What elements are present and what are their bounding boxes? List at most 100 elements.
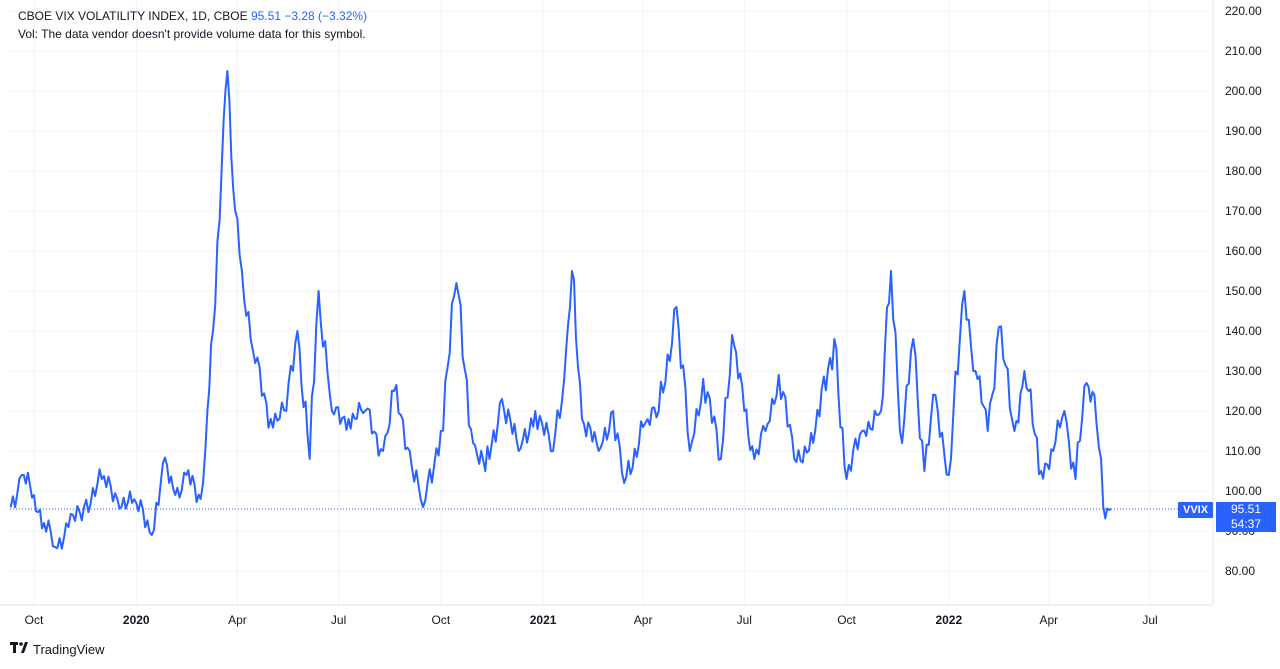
data-point [382, 450, 384, 452]
data-point [923, 470, 925, 472]
data-point [67, 526, 70, 528]
symbol-tag: VVIX [1178, 502, 1214, 518]
last-value: 95.51 [250, 9, 281, 23]
price-series [9, 70, 1213, 550]
data-point [743, 410, 745, 412]
data-point [1040, 470, 1042, 472]
chart-legend: CBOE VIX VOLATILITY INDEX, 1D, CBOE 95.5… [18, 7, 367, 43]
data-point [185, 474, 187, 476]
data-point [675, 306, 678, 308]
data-point [1063, 410, 1066, 412]
brand-watermark[interactable]: TradingView [10, 642, 105, 657]
data-point [731, 334, 733, 336]
bar-countdown-label: 54:37 [1216, 517, 1276, 532]
data-point [174, 494, 176, 496]
data-point [101, 478, 103, 480]
data-point [753, 458, 755, 460]
data-point [221, 162, 223, 164]
data-point [793, 458, 795, 460]
grid [10, 0, 1213, 605]
volume-note: Vol: The data vendor doesn't provide vol… [18, 27, 366, 41]
x-tick-label: Apr [634, 613, 653, 627]
series-line-vvix [9, 70, 1112, 550]
data-point [241, 270, 243, 272]
data-point [364, 410, 366, 412]
data-point [1102, 506, 1104, 508]
data-point [720, 458, 722, 460]
data-point [598, 450, 600, 452]
data-point [563, 378, 565, 380]
data-point [206, 410, 209, 412]
data-point [534, 410, 536, 412]
data-point [658, 410, 660, 412]
data-point [54, 546, 56, 548]
data-point [912, 338, 914, 340]
data-point [1023, 370, 1025, 372]
data-point [501, 398, 503, 400]
data-point [317, 290, 320, 292]
y-tick-label: 190.00 [1225, 124, 1262, 138]
data-point [861, 430, 863, 432]
data-point [285, 410, 287, 412]
data-point [518, 450, 520, 452]
data-point [642, 426, 644, 428]
data-point [309, 458, 311, 460]
x-tick-label: Oct [25, 613, 44, 627]
y-tick-label: 200.00 [1225, 84, 1262, 98]
x-tick-label: Apr [1040, 613, 1059, 627]
data-point [963, 290, 965, 292]
data-point [135, 502, 137, 504]
data-point [833, 338, 835, 340]
y-tick-label: 160.00 [1225, 244, 1262, 258]
data-point [998, 326, 1000, 328]
data-point [409, 450, 411, 452]
symbol-description[interactable]: CBOE VIX VOLATILITY INDEX, 1D, CBOE [18, 9, 248, 23]
data-point [455, 282, 457, 284]
data-point [296, 330, 299, 332]
data-point [200, 498, 202, 500]
data-point [778, 374, 780, 376]
data-point [331, 410, 333, 412]
data-point [43, 522, 45, 524]
y-tick-label: 80.00 [1225, 564, 1255, 578]
data-point [252, 350, 254, 352]
data-point [162, 462, 164, 464]
data-point [623, 482, 625, 484]
data-point [270, 418, 272, 420]
data-point [151, 534, 153, 536]
price-axis[interactable]: 80.0090.00100.00110.00120.00130.00140.00… [1212, 0, 1262, 605]
y-tick-label: 150.00 [1225, 284, 1262, 298]
data-point [1013, 430, 1015, 432]
data-point [234, 210, 236, 212]
data-point [21, 474, 23, 476]
data-point [581, 418, 583, 420]
time-axis[interactable]: Oct 2020 Apr Jul Oct 2021 Apr Jul Oct 2022 Apr Jul [0, 604, 1213, 627]
data-point [83, 506, 85, 508]
x-tick-label: Oct [431, 613, 450, 627]
data-point [901, 442, 903, 444]
x-tick-label: 2020 [123, 613, 150, 627]
x-tick-label: 2021 [530, 613, 557, 627]
x-tick-label: Apr [228, 613, 247, 627]
data-point [1052, 450, 1054, 452]
y-tick-label: 130.00 [1225, 364, 1262, 378]
data-point [987, 430, 989, 432]
data-point [764, 430, 767, 432]
data-point [10, 506, 12, 508]
data-point [974, 370, 977, 372]
data-point [552, 450, 554, 452]
data-point [1086, 382, 1088, 384]
brand-name: TradingView [33, 642, 105, 657]
data-point [689, 450, 691, 452]
y-tick-label: 210.00 [1225, 44, 1262, 58]
last-price-label: 95.51 [1216, 502, 1276, 517]
y-tick-label: 120.00 [1225, 404, 1262, 418]
y-tick-label: 180.00 [1225, 164, 1262, 178]
data-point [472, 442, 474, 444]
data-point [948, 474, 950, 476]
data-point [890, 270, 892, 272]
x-tick-label: Oct [837, 613, 856, 627]
tradingview-logo-icon [10, 642, 28, 657]
data-point [226, 70, 229, 72]
